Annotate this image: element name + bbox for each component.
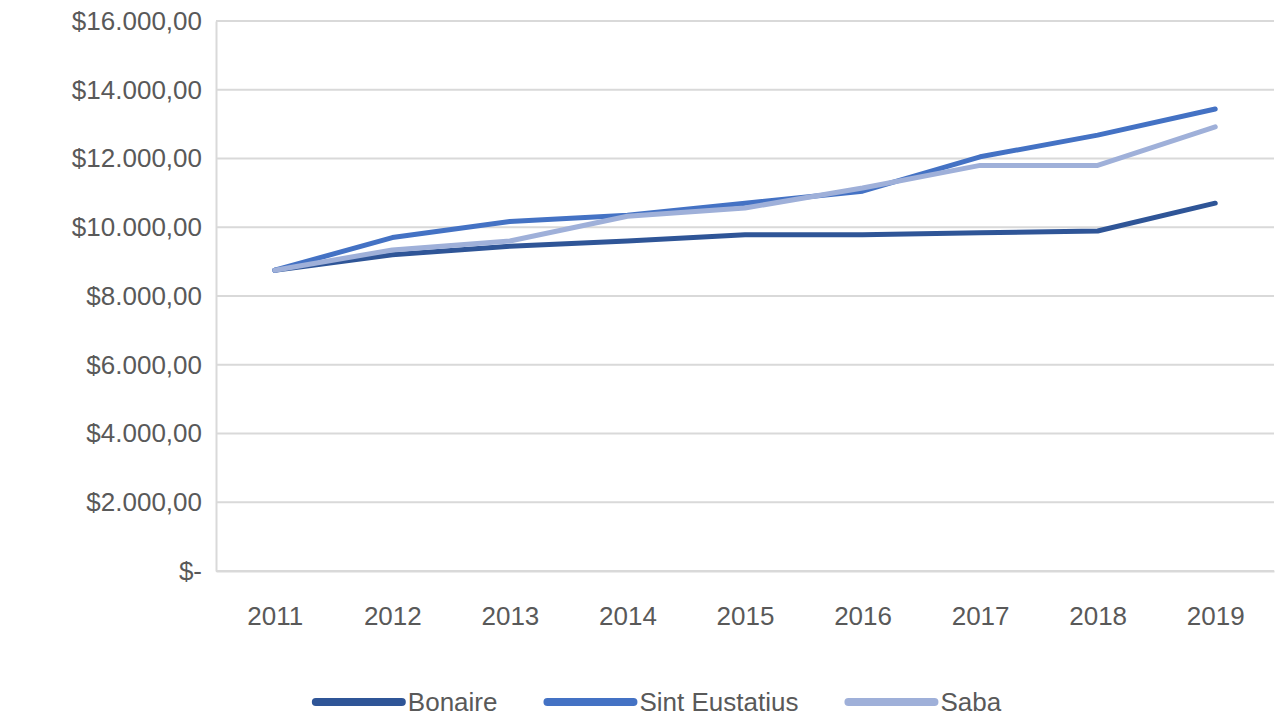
x-tick: 2013 xyxy=(481,571,539,631)
x-tick-label: 2017 xyxy=(952,601,1010,631)
grid-line xyxy=(216,364,1274,366)
x-tick: 2018 xyxy=(1069,571,1127,631)
legend: Bonaire Sint Eustatius Saba xyxy=(316,687,1002,717)
legend-item: Saba xyxy=(848,687,1001,717)
legend-swatch xyxy=(316,698,402,706)
x-tick: 2014 xyxy=(599,571,657,631)
legend-item: Sint Eustatius xyxy=(547,687,798,717)
x-tick: 2015 xyxy=(717,571,775,631)
x-tick-label: 2011 xyxy=(247,601,303,631)
legend-label: Sint Eustatius xyxy=(639,687,798,717)
y-axis: $- $2.000,00 $4.000,00 $6.000,00 $8.000,00 $1… xyxy=(72,6,217,586)
y-tick-label: $- xyxy=(179,556,202,586)
y-tick-label: $6.000,00 xyxy=(86,350,202,380)
grid-line xyxy=(216,295,1274,297)
grid-line xyxy=(216,89,1274,91)
y-tick-label: $4.000,00 xyxy=(86,418,202,448)
y-tick: $8.000,00 xyxy=(86,281,216,311)
x-tick-label: 2013 xyxy=(481,601,539,631)
series-line xyxy=(275,127,1215,270)
y-tick-label: $16.000,00 xyxy=(72,6,202,36)
y-tick: $2.000,00 xyxy=(86,487,216,517)
chart: $- $2.000,00 $4.000,00 $6.000,00 $8.000,00 $1… xyxy=(0,0,1277,720)
y-tick: $12.000,00 xyxy=(72,143,216,173)
y-tick: $14.000,00 xyxy=(72,75,216,105)
x-tick: 2012 xyxy=(364,571,422,631)
grid-line xyxy=(216,501,1274,503)
x-tick-label: 2018 xyxy=(1069,601,1127,631)
series-line xyxy=(275,109,1215,270)
x-tick: 2016 xyxy=(834,571,892,631)
x-tick: 2017 xyxy=(952,571,1010,631)
x-tick-label: 2015 xyxy=(717,601,775,631)
x-axis-line xyxy=(217,571,1275,573)
y-tick: $6.000,00 xyxy=(86,350,216,380)
legend-swatch xyxy=(848,698,934,706)
x-axis: 2011 2012 2013 2014 2015 2016 2017 2018 2019 xyxy=(217,571,1275,631)
x-tick-label: 2014 xyxy=(599,601,657,631)
x-tick-label: 2019 xyxy=(1187,601,1245,631)
y-tick: $4.000,00 xyxy=(86,418,216,448)
grid-line xyxy=(216,20,1274,22)
y-axis-line xyxy=(216,22,218,572)
grid-line xyxy=(216,570,1274,572)
grid-line xyxy=(216,433,1274,435)
plot-area xyxy=(275,109,1215,270)
y-tick: $16.000,00 xyxy=(72,6,216,36)
y-tick: $10.000,00 xyxy=(72,212,216,242)
y-tick-label: $14.000,00 xyxy=(72,75,202,105)
y-tick-label: $10.000,00 xyxy=(72,212,202,242)
legend-swatch xyxy=(547,698,633,706)
legend-item: Bonaire xyxy=(316,687,498,717)
x-tick-label: 2016 xyxy=(834,601,892,631)
x-tick: 2019 xyxy=(1187,571,1245,631)
x-tick-label: 2012 xyxy=(364,601,422,631)
y-tick: $- xyxy=(179,556,216,586)
grid xyxy=(216,21,1274,571)
y-tick-label: $12.000,00 xyxy=(72,143,202,173)
y-tick-label: $2.000,00 xyxy=(86,487,202,517)
legend-label: Bonaire xyxy=(408,687,498,717)
y-tick-label: $8.000,00 xyxy=(86,281,202,311)
legend-label: Saba xyxy=(940,687,1001,717)
x-tick: 2011 xyxy=(247,571,303,631)
